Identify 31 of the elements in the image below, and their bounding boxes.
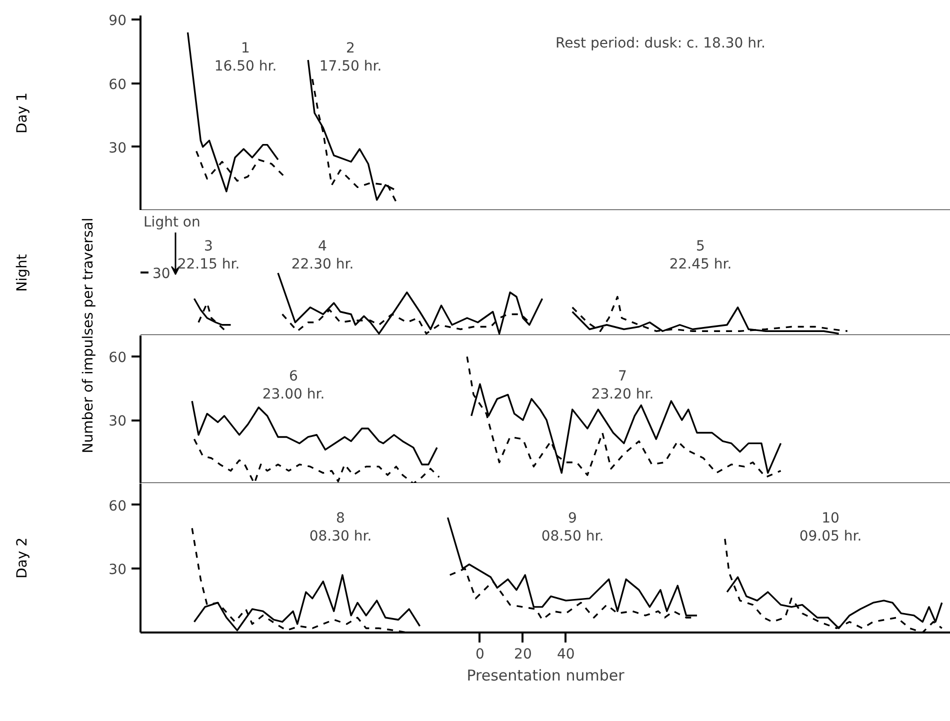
- annotation: 1 16.50 hr.: [214, 40, 277, 74]
- y-tick-label: 30: [108, 140, 127, 156]
- x-tick-label: 40: [557, 646, 575, 662]
- annotation: 9 08.50 hr.: [541, 510, 604, 544]
- text: 5 22.45 hr.: [669, 238, 732, 272]
- text: Day 1: [14, 92, 30, 134]
- line-series: [307, 59, 395, 201]
- y-tick-label: 60: [108, 350, 127, 366]
- annotation: 10 09.05 hr.: [799, 510, 862, 544]
- line-series: [191, 400, 438, 466]
- annotation: Rest period: dusk: c. 18.30 hr.: [556, 36, 766, 52]
- annotation: 6 23.00 hr.: [262, 368, 325, 402]
- text: 3 22.15 hr.: [177, 238, 240, 272]
- annotation: 2 17.50 hr.: [319, 40, 382, 74]
- x-tick-label: 20: [514, 646, 532, 662]
- y-tick-label: 30: [108, 414, 127, 430]
- annotation: 30: [152, 266, 170, 282]
- y-tick-label: 60: [108, 76, 127, 93]
- y-axis-title: Number of impulses per traversal: [80, 218, 96, 454]
- text: Light on: [144, 214, 200, 230]
- x-axis-title: Presentation number: [466, 666, 626, 684]
- y-tick-label: 90: [108, 13, 127, 30]
- x-tick-label: 0: [476, 646, 484, 662]
- annotation: 7 23.20 hr.: [591, 368, 654, 402]
- annotation: 8 08.30 hr.: [309, 510, 372, 544]
- y-tick-label: 60: [108, 498, 127, 514]
- line-series: [466, 356, 782, 478]
- y-tick-label: 30: [108, 562, 127, 578]
- text: 4 22.30 hr.: [291, 238, 354, 272]
- text: Day 2: [14, 537, 30, 578]
- text: Night: [14, 254, 30, 292]
